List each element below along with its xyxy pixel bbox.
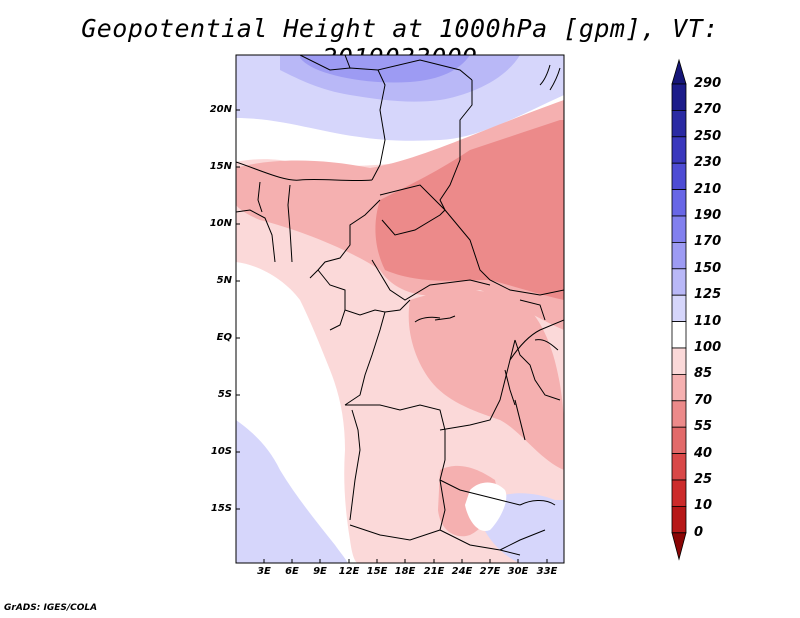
- colorbar-bottom-arrow: [671, 532, 687, 561]
- colorbar-label: 110: [694, 313, 722, 329]
- colorbar-label: 100: [694, 340, 722, 355]
- lat-label-10n: 10N: [209, 218, 232, 229]
- colorbar-label: 125: [694, 287, 722, 303]
- colorbar-segment: [671, 400, 687, 428]
- lon-label-12e: 12E: [338, 566, 360, 577]
- grads-credit: GrADS: IGES/COLA: [4, 603, 98, 613]
- colorbar-label: 170: [694, 234, 722, 250]
- lon-label-9e: 9E: [313, 566, 327, 577]
- field-dark-red-core: [375, 120, 564, 300]
- colorbar-segment: [671, 162, 687, 190]
- colorbar-label: 210: [694, 181, 722, 197]
- colorbar-segment: [671, 426, 687, 455]
- colorbar-segment: [671, 347, 687, 375]
- colorbar-top-arrow: [671, 58, 687, 85]
- colorbar-label: 0: [694, 524, 704, 540]
- colorbar-label: 85: [694, 366, 713, 382]
- lon-label-15e: 15E: [366, 566, 388, 577]
- colorbar-label: 290: [694, 76, 722, 91]
- colorbar-label: 150: [694, 260, 722, 276]
- lon-label-33e: 33E: [536, 566, 558, 577]
- colorbar-segment: [671, 136, 687, 164]
- lon-label-27e: 27E: [479, 566, 501, 577]
- colorbar-label: 40: [694, 445, 713, 461]
- colorbar-segment: [671, 215, 687, 243]
- colorbar-segment: [671, 453, 687, 481]
- colorbar-segment: [671, 321, 687, 349]
- colorbar-label: 250: [694, 128, 722, 144]
- colorbar-label: 270: [694, 102, 722, 118]
- lon-label-3e: 3E: [257, 566, 271, 577]
- colorbar-label: 10: [694, 498, 713, 514]
- colorbar-label: 190: [694, 208, 722, 223]
- lat-label-20n: 20N: [209, 104, 232, 115]
- lon-label-24e: 24E: [451, 566, 473, 577]
- colorbar-label: 55: [694, 419, 713, 435]
- colorbar-segment: [671, 241, 687, 270]
- field-mid-red-central: [408, 290, 564, 470]
- colorbar: [671, 58, 687, 561]
- colorbar-segment: [671, 189, 687, 217]
- colorbar-segment: [671, 373, 687, 402]
- lat-label-5n: 5N: [216, 275, 232, 286]
- colorbar-segment: [671, 479, 687, 507]
- lon-label-30e: 30E: [507, 566, 529, 577]
- colorbar-segment: [671, 110, 687, 138]
- axis-ticks: [236, 109, 548, 563]
- field-southeast-white: [465, 482, 507, 531]
- lat-label-eq: EQ: [216, 332, 232, 343]
- lat-label-15n: 15N: [209, 161, 232, 172]
- colorbar-segment: [671, 294, 687, 323]
- lon-label-18e: 18E: [394, 566, 416, 577]
- lat-label-5s: 5S: [217, 389, 232, 400]
- colorbar-label: 25: [694, 472, 713, 487]
- field-ocean-blue: [236, 420, 348, 563]
- colorbar-segment: [671, 83, 687, 111]
- colorbar-label: 230: [694, 155, 722, 171]
- lat-label-15s: 15S: [210, 503, 232, 514]
- colorbar-segment: [671, 268, 687, 296]
- colorbar-segment: [671, 505, 687, 534]
- lon-label-6e: 6E: [285, 566, 299, 577]
- colorbar-label: 70: [694, 392, 713, 408]
- map-frame: [235, 54, 565, 564]
- lat-label-10s: 10S: [210, 446, 232, 457]
- country-borders: [236, 55, 564, 556]
- lon-label-21e: 21E: [423, 566, 445, 577]
